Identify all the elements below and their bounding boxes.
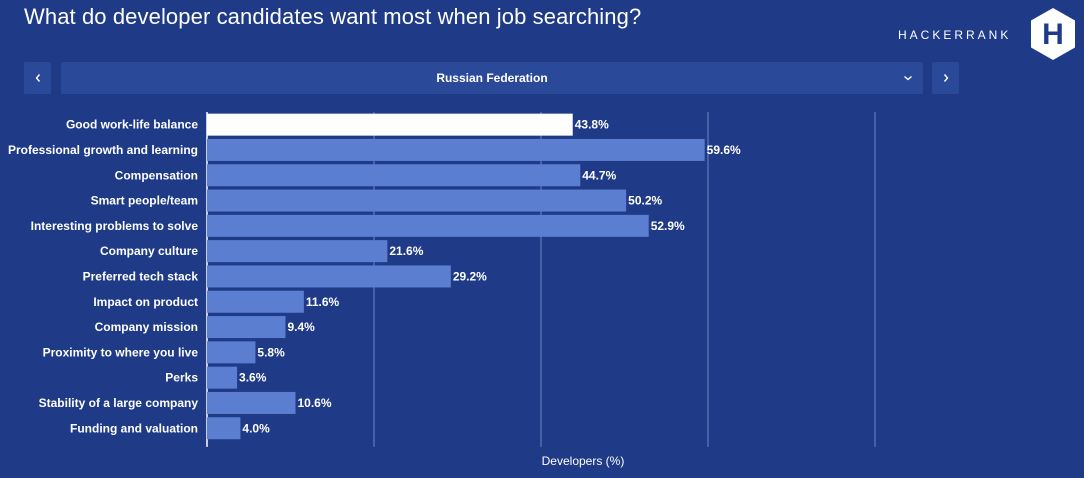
bar[interactable] <box>207 189 627 212</box>
category-label: Impact on product <box>93 295 198 309</box>
bar[interactable] <box>207 113 573 136</box>
category-label: Preferred tech stack <box>83 269 199 283</box>
bar[interactable] <box>207 214 649 237</box>
value-label: 52.9% <box>651 219 685 233</box>
bar[interactable] <box>207 138 705 161</box>
next-country-button[interactable] <box>932 62 959 94</box>
value-label: 59.6% <box>707 143 741 157</box>
bar[interactable] <box>207 366 238 389</box>
selected-country: Russian Federation <box>436 71 548 85</box>
logo-letter: H <box>1042 18 1064 51</box>
value-label: 10.6% <box>298 396 332 410</box>
value-label: 11.6% <box>306 295 340 309</box>
value-label: 21.6% <box>389 244 423 258</box>
bar-chart: Good work-life balance 43.8% Professional … <box>8 112 876 447</box>
bar[interactable] <box>207 240 388 263</box>
bar[interactable] <box>207 164 581 187</box>
category-label: Stability of a large company <box>39 396 199 410</box>
bar[interactable] <box>207 316 286 339</box>
previous-country-button[interactable] <box>24 62 51 94</box>
brand-name: HACKERRANK <box>898 28 1012 42</box>
category-label: Good work-life balance <box>66 118 198 132</box>
bar[interactable] <box>207 341 256 364</box>
country-select[interactable]: Russian Federation <box>61 62 923 94</box>
value-label: 4.0% <box>242 421 270 435</box>
x-axis-title: Developers (%) <box>541 454 625 468</box>
bar[interactable] <box>207 391 296 414</box>
category-label: Proximity to where you live <box>43 345 199 359</box>
category-label: Company culture <box>100 244 198 258</box>
hackerrank-logo-icon: H <box>1031 8 1075 60</box>
bar[interactable] <box>207 265 451 288</box>
page-title: What do developer candidates want most w… <box>24 4 642 29</box>
category-label: Perks <box>165 371 198 385</box>
bar[interactable] <box>207 290 304 313</box>
category-label: Company mission <box>95 320 198 334</box>
value-label: 50.2% <box>628 194 662 208</box>
category-label: Professional growth and learning <box>8 143 198 157</box>
chevron-right-icon <box>943 74 948 82</box>
value-label: 44.7% <box>582 168 616 182</box>
chevron-down-icon <box>904 75 912 81</box>
value-label: 3.6% <box>239 371 267 385</box>
category-label: Funding and valuation <box>70 421 198 435</box>
value-label: 5.8% <box>257 345 285 359</box>
category-label: Compensation <box>115 168 198 182</box>
category-label: Interesting problems to solve <box>31 219 199 233</box>
value-label: 43.8% <box>575 118 609 132</box>
category-label: Smart people/team <box>91 194 198 208</box>
value-label: 29.2% <box>453 269 487 283</box>
bar[interactable] <box>207 417 241 440</box>
chevron-left-icon <box>35 74 40 82</box>
value-label: 9.4% <box>287 320 315 334</box>
